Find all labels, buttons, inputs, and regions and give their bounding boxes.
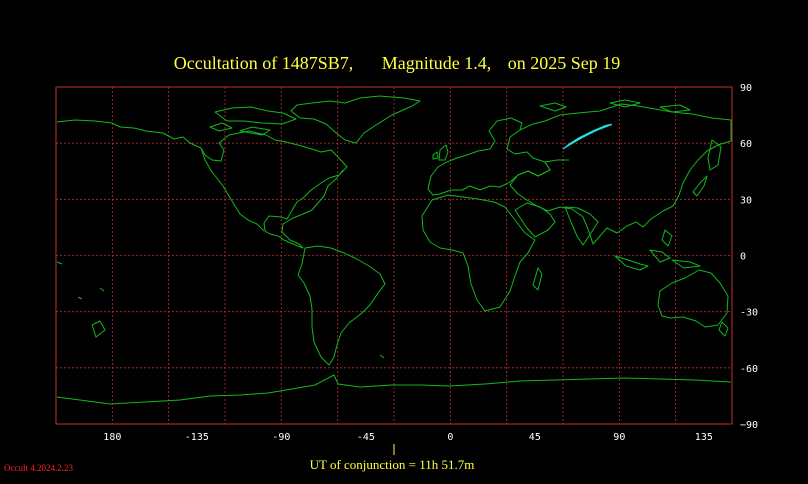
lon-tick-label: 45	[529, 432, 541, 443]
coast-japan	[692, 175, 708, 197]
coast-australia	[657, 269, 729, 328]
coast-new-zealand	[718, 321, 729, 337]
lat-tick-label: −90	[740, 420, 758, 431]
map-grid	[56, 87, 732, 424]
coast-south-america	[297, 245, 386, 366]
version-text: Occult 4.2024.2.23	[4, 463, 73, 473]
title-date: on 2025 Sep 19	[508, 53, 621, 73]
lat-tick-label: -30	[740, 308, 758, 319]
coast-indonesia	[614, 229, 701, 271]
ut-conjunction-text: UT of conjunction = 11h 51.7m	[310, 457, 475, 472]
occultation-path	[562, 123, 613, 150]
lon-tick-label: -45	[357, 432, 375, 443]
coast-europe	[427, 117, 551, 196]
coast-india	[564, 206, 599, 246]
lat-tick-label: -60	[740, 364, 758, 375]
lon-tick-label: 90	[613, 432, 625, 443]
lon-tick-label: 0	[447, 432, 453, 443]
lat-tick-labels: 90 60 30 0 -30 -60 −90	[740, 83, 758, 431]
title-magnitude: Magnitude 1.4,	[382, 53, 492, 73]
coast-west-north-america	[200, 147, 265, 232]
coast-arctic-islands	[209, 106, 297, 136]
lat-tick-label: 60	[740, 139, 752, 150]
lat-tick-label: 0	[740, 252, 746, 263]
coast-british-isles	[432, 144, 449, 161]
lon-tick-label: -90	[272, 432, 290, 443]
lon-tick-label: 135	[695, 432, 713, 443]
coast-arabia	[514, 202, 556, 238]
coast-kamchatka	[707, 139, 722, 171]
coast-north-america	[56, 119, 348, 249]
title-text: Occultation of 1487SB7, Magnitude 1.4, o…	[174, 53, 620, 73]
coast-antarctica	[56, 374, 732, 405]
occultation-path-layer	[562, 123, 613, 150]
lon-tick-labels: 180 -135 -90 -45 0 45 90 135	[103, 432, 713, 443]
coastlines	[56, 95, 732, 405]
title-object: Occultation of 1487SB7,	[174, 53, 353, 73]
lon-tick-label: 180	[103, 432, 121, 443]
coast-small-islands	[56, 261, 385, 359]
lat-tick-label: 90	[740, 83, 752, 94]
lat-tick-label: 30	[740, 195, 752, 206]
coast-arctic-russia-islands	[539, 99, 691, 113]
coast-greenland	[290, 95, 421, 144]
coast-asia	[509, 103, 732, 245]
coast-madagascar	[532, 267, 543, 291]
coast-africa	[421, 194, 536, 312]
lon-tick-label: -135	[185, 432, 209, 443]
